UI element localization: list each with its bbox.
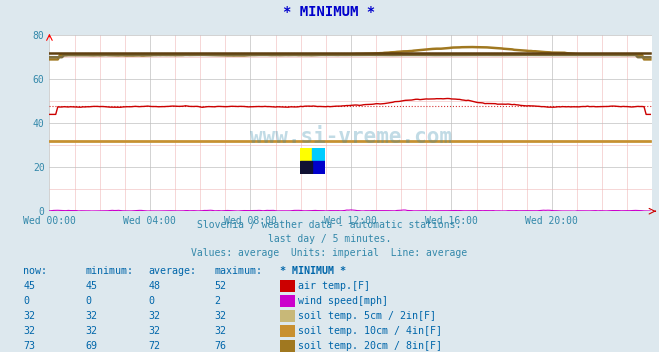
Text: air temp.[F]: air temp.[F] <box>298 281 370 291</box>
Text: minimum:: minimum: <box>86 266 134 276</box>
Text: 45: 45 <box>23 281 35 291</box>
Text: 32: 32 <box>214 311 226 321</box>
Text: 32: 32 <box>86 326 98 336</box>
Text: 32: 32 <box>148 326 160 336</box>
Text: 32: 32 <box>23 311 35 321</box>
Text: 69: 69 <box>86 341 98 351</box>
Text: 32: 32 <box>86 311 98 321</box>
Text: 45: 45 <box>86 281 98 291</box>
Text: 0: 0 <box>23 296 29 306</box>
Bar <box>312 161 325 174</box>
Text: 76: 76 <box>214 341 226 351</box>
Text: last day / 5 minutes.: last day / 5 minutes. <box>268 234 391 244</box>
Bar <box>300 148 312 161</box>
Text: * MINIMUM *: * MINIMUM * <box>283 5 376 19</box>
Text: 73: 73 <box>23 341 35 351</box>
Text: www.si-vreme.com: www.si-vreme.com <box>250 127 452 147</box>
Text: 48: 48 <box>148 281 160 291</box>
Text: maximum:: maximum: <box>214 266 262 276</box>
Text: wind speed[mph]: wind speed[mph] <box>298 296 388 306</box>
Text: soil temp. 20cm / 8in[F]: soil temp. 20cm / 8in[F] <box>298 341 442 351</box>
Text: soil temp. 10cm / 4in[F]: soil temp. 10cm / 4in[F] <box>298 326 442 336</box>
Text: 0: 0 <box>86 296 92 306</box>
Text: * MINIMUM *: * MINIMUM * <box>280 266 346 276</box>
Text: soil temp. 5cm / 2in[F]: soil temp. 5cm / 2in[F] <box>298 311 436 321</box>
Text: average:: average: <box>148 266 196 276</box>
Bar <box>312 148 325 161</box>
Text: 32: 32 <box>214 326 226 336</box>
Text: 72: 72 <box>148 341 160 351</box>
Text: 0: 0 <box>148 296 154 306</box>
Text: Values: average  Units: imperial  Line: average: Values: average Units: imperial Line: av… <box>191 248 468 258</box>
Text: Slovenia / weather data - automatic stations.: Slovenia / weather data - automatic stat… <box>197 220 462 230</box>
Text: 32: 32 <box>23 326 35 336</box>
Text: 32: 32 <box>148 311 160 321</box>
Text: 2: 2 <box>214 296 220 306</box>
Text: 52: 52 <box>214 281 226 291</box>
Bar <box>300 161 312 174</box>
Text: now:: now: <box>23 266 47 276</box>
